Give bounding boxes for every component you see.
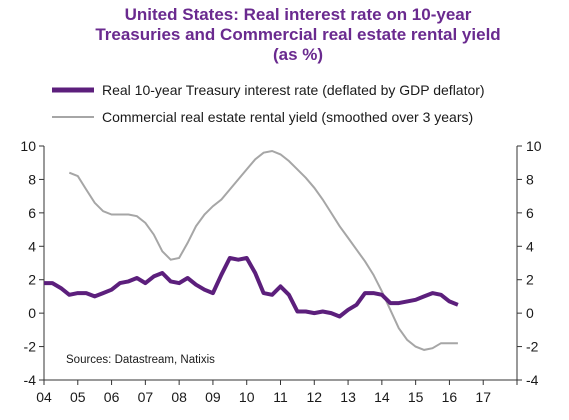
right-y-tick-label: 10 [526, 138, 542, 154]
x-tick-label: 08 [171, 389, 187, 405]
left-y-tick-label: -2 [24, 339, 37, 355]
right-y-tick-label: -4 [526, 372, 539, 388]
right-y-tick-label: 6 [526, 205, 534, 221]
x-tick-label: 14 [374, 389, 390, 405]
left-y-tick-label: 10 [20, 138, 36, 154]
x-tick-label: 07 [138, 389, 154, 405]
right-y-tick-label: 0 [526, 305, 534, 321]
chart-title-line-1: United States: Real interest rate on 10-… [125, 5, 472, 24]
left-y-tick-label: 2 [28, 272, 36, 288]
x-tick-label: 05 [70, 389, 86, 405]
x-tick-label: 04 [36, 389, 52, 405]
legend-label-treasury: Real 10-year Treasury interest rate (def… [102, 82, 485, 98]
right-y-ticks: -4 -2 0 2 4 6 8 10 [517, 138, 542, 388]
left-y-tick-label: 8 [28, 171, 36, 187]
x-tick-label: 06 [104, 389, 120, 405]
x-tick-label: 09 [205, 389, 221, 405]
series-line-rental [68, 149, 458, 351]
x-tick-label: 12 [306, 389, 322, 405]
right-y-tick-label: -2 [526, 339, 539, 355]
right-y-tick-label: 4 [526, 238, 534, 254]
x-tick-label: 16 [442, 389, 458, 405]
x-tick-label: 17 [475, 389, 491, 405]
x-tick-label: 11 [273, 389, 288, 405]
x-tick-label: 15 [408, 389, 424, 405]
source-note: Sources: Datastream, Natixis [66, 354, 215, 366]
x-tick-label: 10 [239, 389, 255, 405]
x-tick-label: 13 [340, 389, 356, 405]
chart-title-line-2: Treasuries and Commercial real estate re… [95, 25, 500, 44]
left-y-tick-label: -4 [24, 372, 37, 388]
left-y-tick-label: 0 [28, 305, 36, 321]
left-y-ticks: -4 -2 0 2 4 6 8 10 [20, 138, 44, 388]
right-y-tick-label: 2 [526, 272, 534, 288]
right-y-tick-label: 8 [526, 171, 534, 187]
legend-label-rental: Commercial real estate rental yield (smo… [102, 109, 473, 125]
chart-title-line-3: (as %) [273, 45, 323, 64]
x-ticks: 04 05 06 07 08 09 10 11 12 13 14 15 16 17 [36, 380, 518, 405]
left-y-tick-label: 6 [28, 205, 36, 221]
series-line-treasury [44, 256, 459, 319]
left-y-tick-label: 4 [28, 238, 36, 254]
